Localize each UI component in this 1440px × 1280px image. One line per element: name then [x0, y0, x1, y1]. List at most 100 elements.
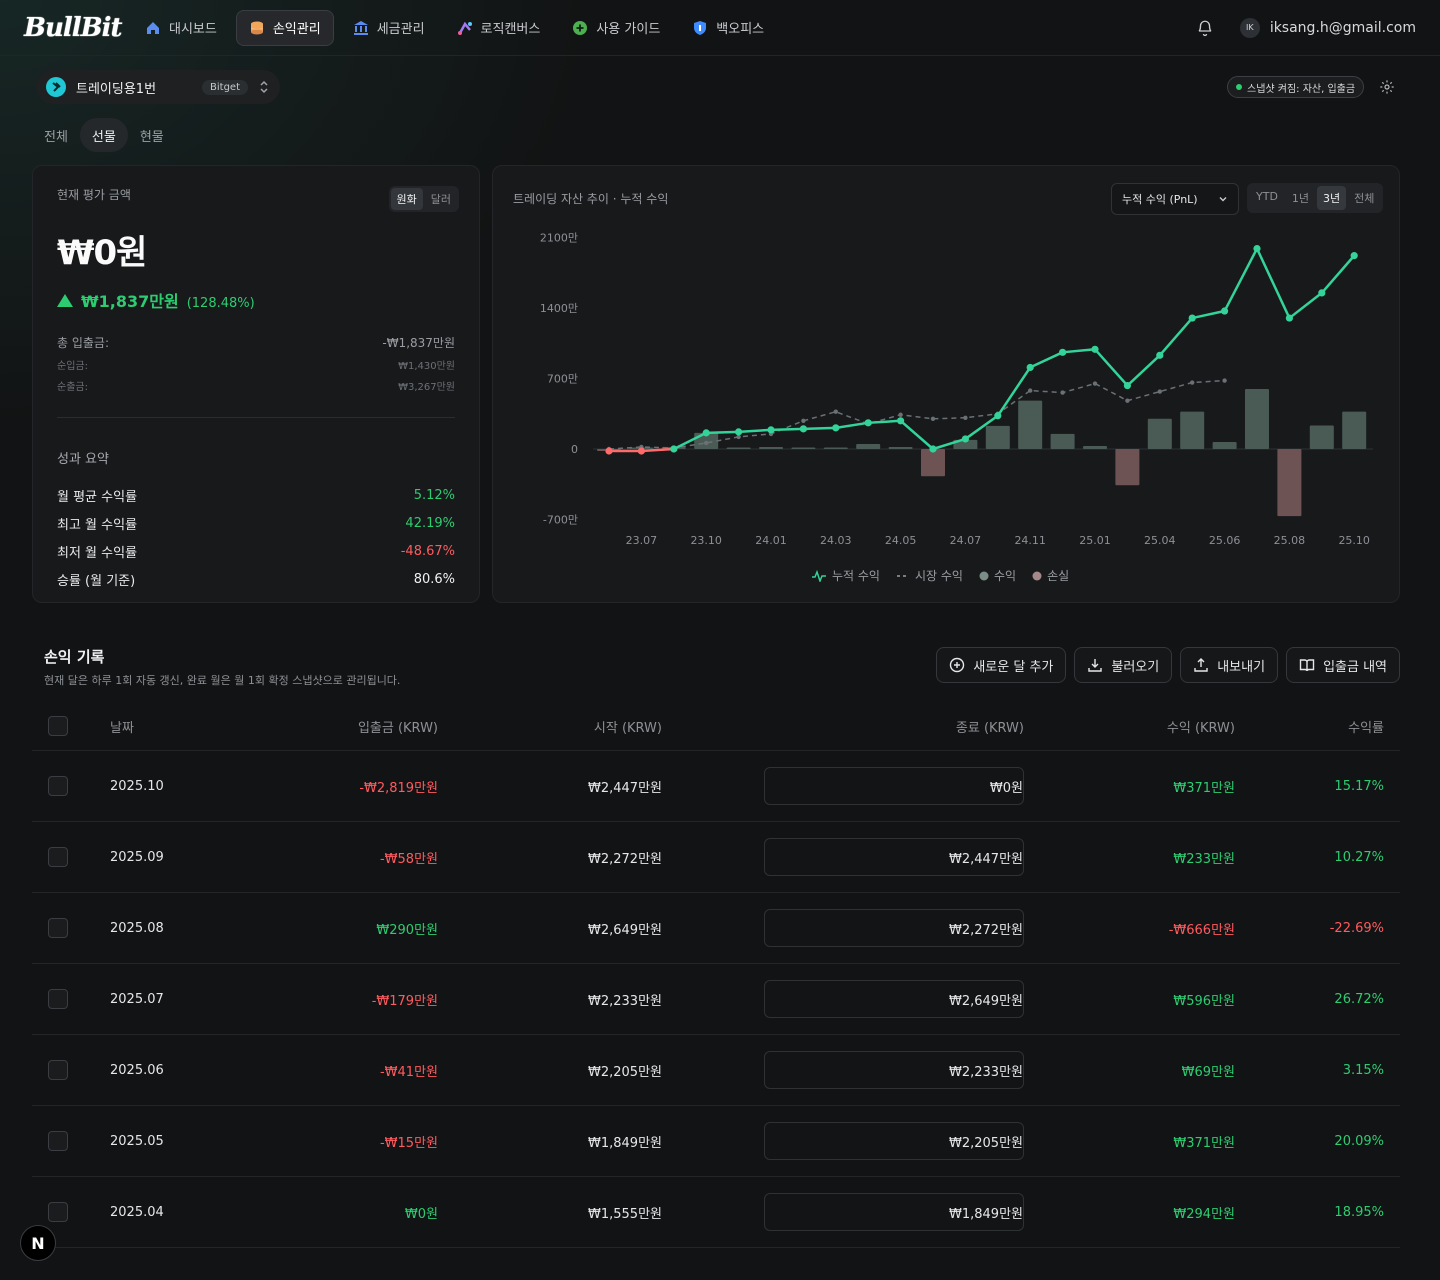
- range-tab-1[interactable]: 1년: [1291, 192, 1310, 205]
- col-pnl[interactable]: 수익 (KRW): [1166, 720, 1235, 736]
- col-end[interactable]: 종료 (KRW): [955, 720, 1024, 736]
- market-point: [1092, 381, 1098, 386]
- user-menu[interactable]: IK iksang.h@gmail.com: [1239, 17, 1416, 38]
- row-checkbox[interactable]: [48, 847, 68, 867]
- nav-item-3[interactable]: 로직캔버스: [444, 10, 554, 46]
- pnl-bar: [1212, 442, 1237, 449]
- cumulative-point: [832, 424, 840, 432]
- y-tick-label: 1400만: [540, 302, 578, 315]
- net-flow-label: 총 입출금:: [57, 336, 110, 350]
- upload-icon: [1193, 657, 1209, 673]
- row-checkbox[interactable]: [48, 918, 68, 938]
- row-checkbox[interactable]: [48, 776, 68, 796]
- currency-krw[interactable]: 원화: [390, 188, 423, 210]
- tab-2[interactable]: 현물: [139, 129, 164, 145]
- performance-label: 최저 월 수익률: [57, 545, 138, 561]
- range-tab-2[interactable]: 3년: [1317, 186, 1347, 210]
- nav-item-label: 대시보드: [169, 22, 217, 37]
- records-table: 날짜 입출금 (KRW) 시작 (KRW) 종료 (KRW) 수익 (KRW) …: [32, 702, 1400, 1248]
- row-flow: -₩15만원: [379, 1135, 438, 1151]
- top-nav: BullBit 대시보드 손익관리 세금관리 로직캔버스 사용 가이드 백오피스 IK i…: [0, 0, 1440, 56]
- select-all-checkbox[interactable]: [48, 716, 68, 736]
- exchange-badge: Bitget: [202, 79, 248, 95]
- table-row: 2025.06 -₩41만원 ₩2,205만원 ₩2,233만원 ₩69만원 3…: [32, 1035, 1400, 1106]
- market-point: [1060, 390, 1065, 395]
- legend-profit[interactable]: 수익: [979, 567, 1016, 584]
- table-row: 2025.08 ₩290만원 ₩2,649만원 ₩2,272만원 -₩666만원…: [32, 893, 1400, 964]
- account-name: 트레이딩용1번: [76, 81, 157, 97]
- performance-row: 승률 (월 기준) 80.6%: [57, 565, 455, 593]
- performance-title: 성과 요약: [57, 452, 109, 467]
- performance-row: 최고 월 수익률 42.19%: [57, 509, 455, 537]
- performance-row: 월 평균 수익률 5.12%: [57, 481, 455, 509]
- currency-usd[interactable]: 달러: [430, 193, 451, 206]
- cumulative-point: [994, 412, 1002, 420]
- col-flow[interactable]: 입출금 (KRW): [357, 720, 438, 736]
- end-value-input[interactable]: ₩2,233만원: [764, 1051, 1024, 1089]
- col-return[interactable]: 수익률: [1348, 720, 1384, 736]
- end-value-input[interactable]: ₩2,649만원: [764, 980, 1024, 1018]
- col-start[interactable]: 시작 (KRW): [593, 720, 662, 736]
- bell-icon[interactable]: [1196, 19, 1214, 37]
- row-date: 2025.09: [110, 849, 164, 865]
- cumulative-line: [673, 247, 1356, 451]
- nav-item-2[interactable]: 세금관리: [340, 10, 438, 46]
- records-title: 손익 기록: [44, 648, 105, 666]
- records-action-button-0[interactable]: 새로운 달 추가: [936, 647, 1067, 683]
- nav-item-0[interactable]: 대시보드: [132, 10, 230, 46]
- nav-item-5[interactable]: 백오피스: [679, 10, 777, 46]
- records-action-button-3[interactable]: 입출금 내역: [1286, 647, 1400, 683]
- x-tick-label: 24.05: [885, 534, 917, 547]
- pnl-bar: [1115, 449, 1140, 486]
- canvas-icon: [457, 20, 473, 36]
- performance-list: 월 평균 수익률 5.12% 최고 월 수익률 42.19% 최저 월 수익률 -48.6…: [57, 481, 455, 593]
- logo[interactable]: BullBit: [24, 12, 123, 43]
- end-value-input[interactable]: ₩0원: [764, 767, 1024, 805]
- legend-loss-label: 손실: [1047, 569, 1070, 583]
- pnl-bar: [1147, 418, 1172, 449]
- pnl-bar: [823, 447, 848, 449]
- cumulative-point: [1221, 307, 1229, 315]
- download-icon: [1087, 657, 1103, 673]
- row-flow: -₩41만원: [379, 1064, 438, 1080]
- button-label: 내보내기: [1217, 659, 1266, 675]
- x-tick-label: 25.04: [1144, 534, 1176, 547]
- market-point: [1028, 388, 1033, 393]
- cumulative-point: [735, 428, 743, 436]
- row-checkbox[interactable]: [48, 1202, 68, 1222]
- records-action-button-1[interactable]: 불러오기: [1074, 647, 1173, 683]
- legend-cumulative[interactable]: 누적 수익: [811, 567, 880, 584]
- nav-item-4[interactable]: 사용 가이드: [559, 10, 673, 46]
- legend-loss[interactable]: 손실: [1032, 567, 1069, 584]
- row-flow: ₩0원: [404, 1206, 438, 1222]
- row-date: 2025.05: [110, 1133, 164, 1149]
- end-value-input[interactable]: ₩1,849만원: [764, 1193, 1024, 1231]
- row-checkbox[interactable]: [48, 989, 68, 1009]
- end-value-input[interactable]: ₩2,205만원: [764, 1122, 1024, 1160]
- range-tab-3[interactable]: 전체: [1354, 192, 1375, 205]
- tab-0[interactable]: 전체: [44, 129, 68, 145]
- snapshot-status-badge[interactable]: 스냅샷 켜짐: 자산, 입출금: [1227, 76, 1365, 98]
- metric-select[interactable]: 누적 수익 (PnL): [1111, 183, 1239, 215]
- row-checkbox[interactable]: [48, 1131, 68, 1151]
- end-value-input[interactable]: ₩2,272만원: [764, 909, 1024, 947]
- performance-value: 5.12%: [413, 487, 455, 503]
- bitget-icon: [46, 77, 66, 97]
- dev-badge[interactable]: N: [20, 1225, 56, 1261]
- records-action-button-2[interactable]: 내보내기: [1180, 647, 1279, 683]
- col-date[interactable]: 날짜: [110, 720, 134, 736]
- row-checkbox[interactable]: [48, 1060, 68, 1080]
- nav-item-1[interactable]: 손익관리: [235, 9, 334, 46]
- tab-1[interactable]: 선물: [79, 118, 128, 152]
- cumulative-point: [1318, 289, 1326, 297]
- end-value-input[interactable]: ₩2,447만원: [764, 838, 1024, 876]
- range-tab-0[interactable]: YTD: [1256, 190, 1278, 203]
- legend-market[interactable]: 시장 수익: [896, 567, 963, 584]
- x-tick-label: 24.11: [1014, 534, 1045, 547]
- net-flow-row: 총 입출금: -₩1,837만원: [57, 334, 455, 351]
- cumulative-point: [1253, 244, 1261, 253]
- market-point: [736, 434, 741, 440]
- pnl-bar: [726, 447, 751, 449]
- account-selector[interactable]: 트레이딩용1번 Bitget: [36, 70, 280, 104]
- gear-icon[interactable]: [1379, 79, 1395, 95]
